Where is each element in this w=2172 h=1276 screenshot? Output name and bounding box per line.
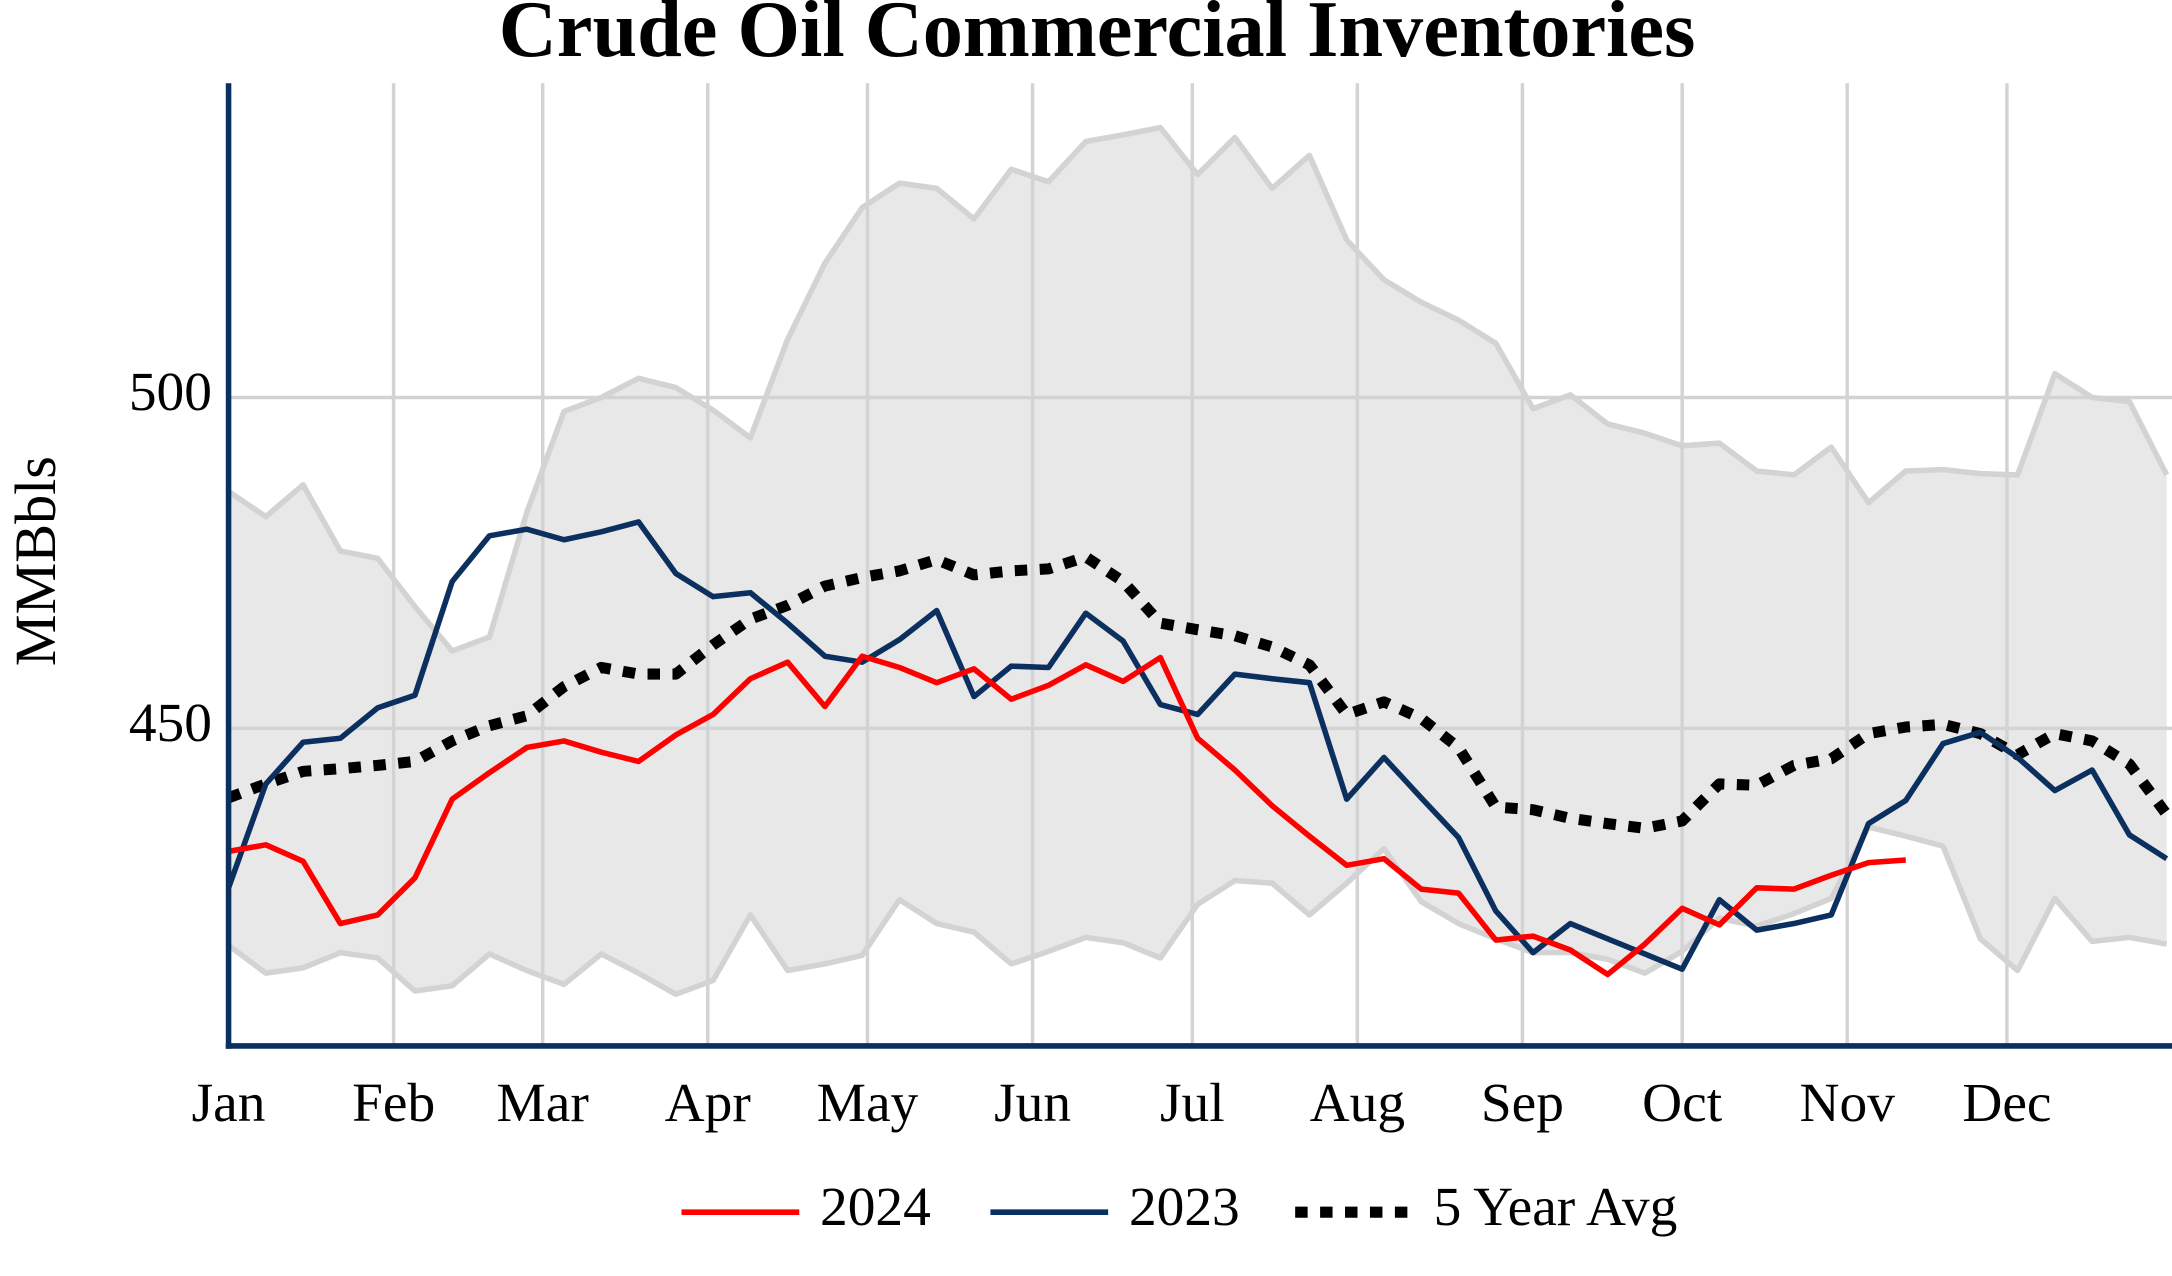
x-tick-label: Oct: [1642, 1072, 1723, 1133]
x-tick-label: Aug: [1310, 1072, 1405, 1133]
legend-label: 2023: [1129, 1176, 1240, 1237]
range-edge: [226, 824, 2168, 998]
series-line: [225, 519, 2169, 972]
x-tick-label: Apr: [665, 1072, 751, 1133]
x-tick-label: Nov: [1800, 1072, 1896, 1133]
range-edge: [227, 124, 2170, 654]
chart-title: Crude Oil Commercial Inventories: [499, 0, 1696, 74]
series-line: [228, 653, 1906, 978]
legend-label: 2024: [820, 1176, 931, 1237]
x-tick-label: Jan: [192, 1072, 266, 1133]
x-tick-label: Mar: [497, 1072, 589, 1133]
x-tick-label: Jun: [994, 1072, 1071, 1133]
y-axis-label: MMBbls: [3, 456, 68, 666]
y-tick-label: 450: [129, 692, 212, 753]
y-tick-label: 500: [129, 361, 212, 422]
series-line: [226, 551, 2172, 834]
x-tick-label: Jul: [1160, 1072, 1225, 1133]
x-tick-label: May: [817, 1072, 919, 1133]
x-tick-label: Sep: [1481, 1072, 1564, 1133]
legend-label: 5 Year Avg: [1434, 1176, 1678, 1237]
x-tick-label: Feb: [352, 1072, 435, 1133]
x-tick-label: Dec: [1962, 1072, 2051, 1133]
